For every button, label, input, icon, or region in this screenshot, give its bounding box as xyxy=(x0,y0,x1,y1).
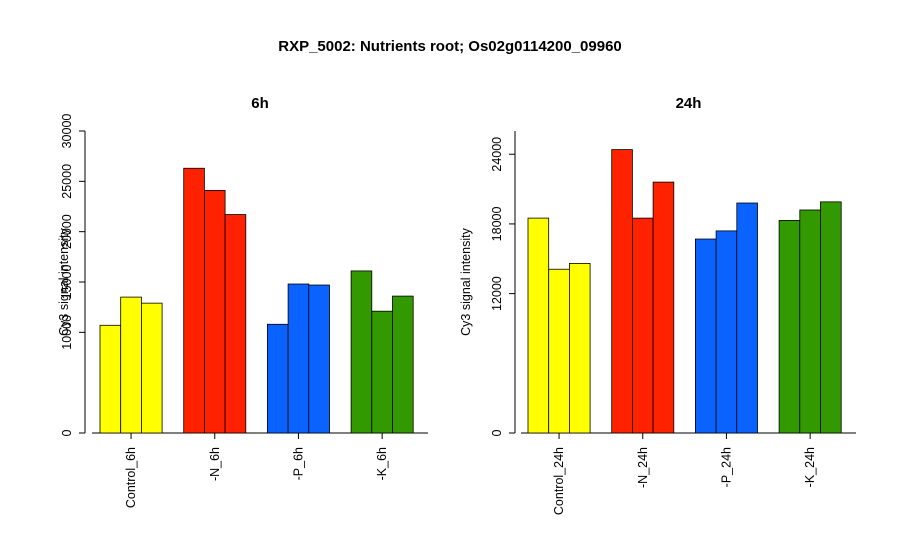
y-tick-label-1-3: 24000 xyxy=(490,137,504,172)
y-tick-label-0-2: 15000 xyxy=(60,265,74,300)
y-tick-label-1-0: 0 xyxy=(490,429,504,436)
bar-1-2-0 xyxy=(695,238,717,434)
y-tick-label-0-5: 30000 xyxy=(60,114,74,149)
bar-0-3-2 xyxy=(392,295,414,434)
bar-1-3-2 xyxy=(820,201,842,434)
bar-1-0-1 xyxy=(548,268,570,434)
bar-0-2-1 xyxy=(287,283,310,434)
bar-1-3-1 xyxy=(799,209,821,434)
x-tick-label-1-0: Control_24h xyxy=(552,447,566,515)
y-tick-label-0-4: 25000 xyxy=(60,164,74,199)
chart-main-title: RXP_5002: Nutrients root; Os02g0114200_0… xyxy=(278,38,622,55)
y-axis-label-0: Cy3 signal intensity xyxy=(57,227,71,335)
bar-0-0-1 xyxy=(120,296,142,434)
x-tick-label-1-1: -N_24h xyxy=(636,447,650,488)
x-tick-label-0-1: -N_6h xyxy=(208,447,222,481)
bar-0-2-0 xyxy=(266,323,289,434)
y-tick-label-1-2: 18000 xyxy=(490,206,504,241)
x-tick-label-1-3: -K_24h xyxy=(803,447,817,487)
bar-0-0-0 xyxy=(99,324,122,434)
bar-0-1-0 xyxy=(183,167,205,434)
bar-0-1-1 xyxy=(203,189,226,434)
bar-1-0-0 xyxy=(527,217,550,434)
bar-1-2-2 xyxy=(736,202,758,434)
x-tick-label-0-2: -P_6h xyxy=(291,447,305,480)
y-tick-label-0-0: 0 xyxy=(60,429,74,436)
bar-1-2-1 xyxy=(715,230,738,434)
y-axis-label-1: Cy3 signal intensity xyxy=(459,227,473,335)
y-tick-label-0-1: 10000 xyxy=(60,315,74,350)
panel-title-0: 6h xyxy=(251,95,269,112)
y-tick-label-1-1: 12000 xyxy=(490,276,504,311)
bar-1-3-0 xyxy=(778,220,801,434)
bar-0-2-2 xyxy=(308,284,330,434)
panel-title-1: 24h xyxy=(676,95,702,112)
bar-0-0-2 xyxy=(140,302,163,434)
x-tick-label-0-0: Control_6h xyxy=(124,447,138,508)
bar-1-1-0 xyxy=(611,149,633,434)
bar-0-3-0 xyxy=(350,270,373,434)
bar-1-0-2 xyxy=(569,263,591,434)
x-tick-label-1-2: -P_24h xyxy=(719,447,733,487)
bar-1-1-2 xyxy=(652,181,675,434)
bar-1-1-1 xyxy=(632,217,654,434)
bar-0-1-2 xyxy=(224,214,247,434)
y-tick-label-0-3: 20000 xyxy=(60,214,74,249)
x-tick-label-0-3: -K_6h xyxy=(375,447,389,480)
bar-0-3-1 xyxy=(371,310,393,434)
